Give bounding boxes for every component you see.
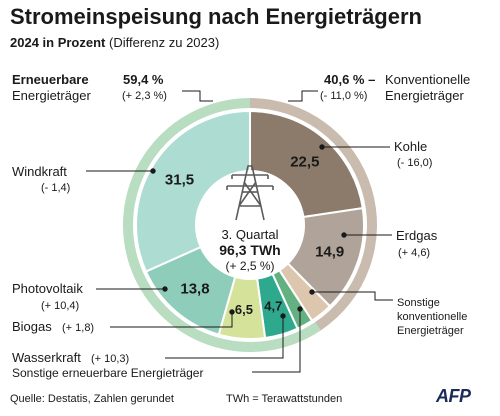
slice-value-photovoltaik: 13,8 [180,280,209,297]
leader-dot-windkraft [150,168,156,174]
label-windkraft: Windkraft [12,164,67,179]
leader-dot-biogas [229,309,235,315]
subtitle-year: 2024 in Prozent [10,35,106,50]
source-note: Quelle: Destatis, Zahlen gerundet [10,393,174,405]
group-conventional-value: 40,6 % – [324,72,375,87]
slice-value-biogas: 6,5 [235,302,253,317]
diff-biogas: (+ 1,8) [62,322,94,334]
slice-value-labels: 22,5 14,9 4,7 6,5 13,8 31,5 [165,153,344,316]
diff-photovoltaik: (+ 10,4) [41,300,79,312]
leader-wasserkraft [165,316,284,359]
slice-value-windkraft: 31,5 [165,171,194,188]
slice-value-erdgas: 14,9 [315,244,344,261]
leader-biogas [110,312,233,328]
group-conventional-label: Konventionelle [385,72,470,87]
chart-title: Stromeinspeisung nach Energieträgern [10,4,422,29]
group-renewable-label: Erneuerbare [12,72,89,87]
unit-note: TWh = Terawattstunden [226,393,343,405]
leader-dot-kohle [319,144,325,150]
label-erdgas: Erdgas [396,228,438,243]
slice-windkraft [135,109,251,273]
center-change: (+ 2,5 %) [225,259,274,273]
outer-ring [123,98,378,352]
label-sonstige-konv-2: konventionelle [397,311,467,323]
center-period: 3. Quartal [221,227,278,242]
leader-renewable-group [182,90,213,102]
chart-subtitle: 2024 in Prozent (Differenz zu 2023) [10,35,219,50]
center-total: 96,3 TWh [219,242,280,258]
label-kohle: Kohle [394,139,427,154]
leader-dot-sonstige-konv [309,289,315,295]
label-biogas: Biogas [12,319,52,334]
diff-kohle: (- 16,0) [397,157,432,169]
slices [135,109,365,340]
diff-erdgas: (+ 4,6) [398,247,430,259]
diff-wasserkraft: (+ 10,3) [91,353,129,365]
subtitle-note: (Differenz zu 2023) [109,35,220,50]
leader-lines [86,90,393,373]
slice-kohle [249,109,364,219]
afp-logo: AFP [436,386,471,406]
label-sonstige-konv-1: Sonstige [397,297,440,309]
power-pylon-icon [226,165,274,221]
leader-sonstige-ern [252,309,301,373]
slice-value-kohle: 22,5 [290,153,319,170]
leader-dot-sonstige-ern [297,306,303,312]
leader-conventional-group [288,90,318,102]
label-sonstige-konv-3: Energieträger [397,325,464,337]
group-ring-konventionelle-energietraeger [250,98,378,331]
group-conventional-diff: (- 11,0 %) [320,90,367,102]
slice-value-wasserkraft: 4,7 [264,299,282,314]
leader-dot-photovoltaik [162,286,168,292]
label-wasserkraft: Wasserkraft [12,350,81,365]
leader-dot-erdgas [341,232,347,238]
label-photovoltaik: Photovoltaik [12,281,83,296]
group-renewable-diff: (+ 2,3 %) [122,90,167,102]
group-renewable-value: 59,4 % [123,72,164,87]
diff-windkraft: (- 1,4) [41,182,70,194]
leader-dot-wasserkraft [280,313,286,319]
leader-sonstige-konv [312,291,393,301]
group-renewable-label-2: Energieträger [12,88,91,103]
group-conventional-label-2: Energieträger [385,88,464,103]
label-sonstige-erneuerbare: Sonstige erneuerbare Energieträger [12,366,203,380]
